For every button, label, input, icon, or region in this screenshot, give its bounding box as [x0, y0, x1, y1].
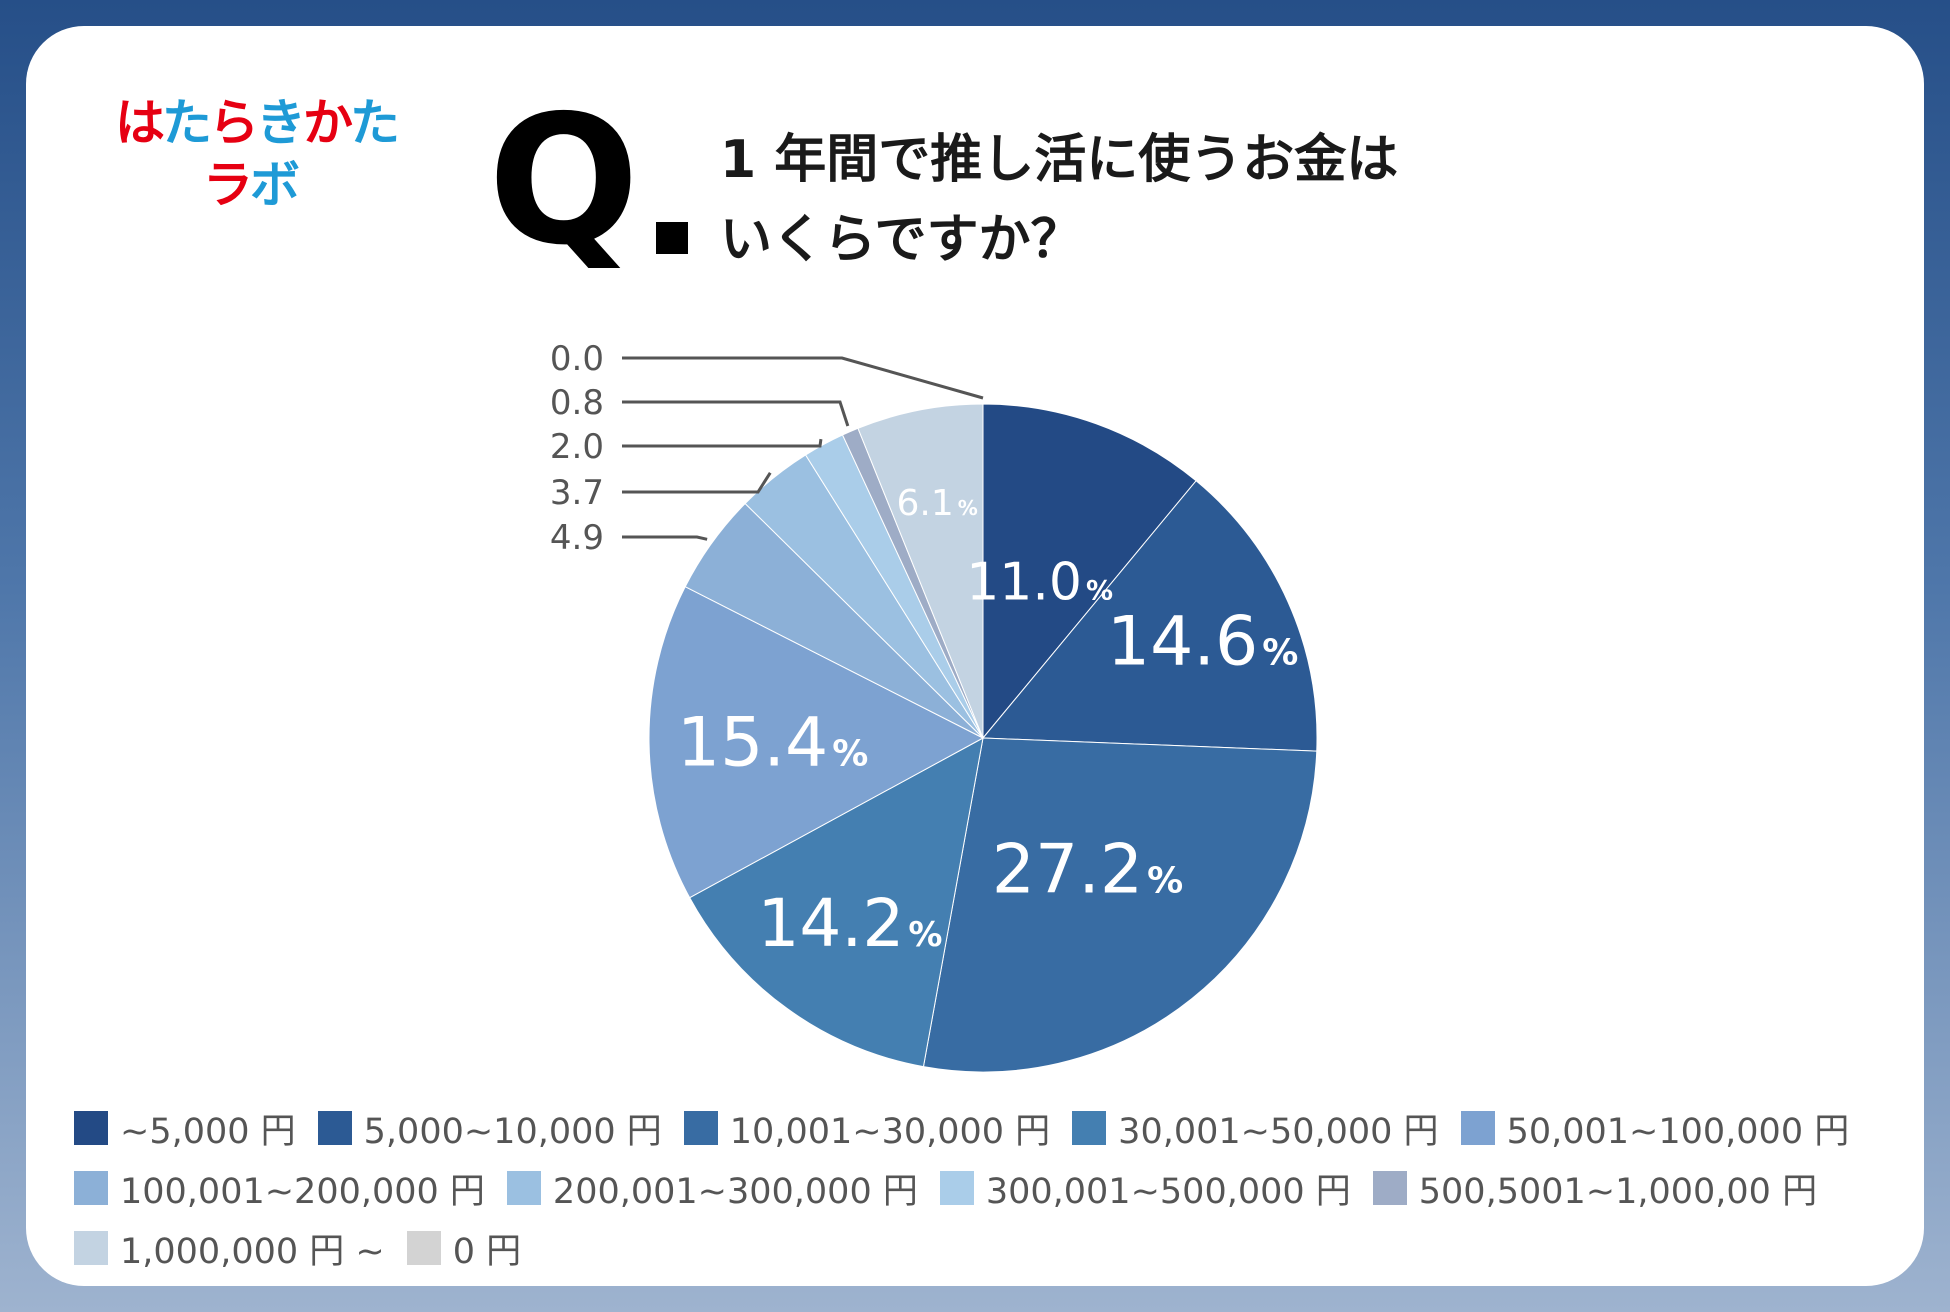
legend-swatch: [317, 1111, 352, 1145]
pie-slice: [981, 480, 1318, 752]
question-line-2: いくらですか？: [720, 210, 1083, 270]
legend-row: 100,001~200,000 円 200,001~300,000 円 300,00…: [74, 1158, 1874, 1218]
slice-value-label: 0.0: [550, 339, 604, 379]
legend-item: ~5,000 円: [74, 1103, 296, 1154]
legend-swatch: [683, 1111, 718, 1145]
legend-swatch: [74, 1231, 108, 1265]
logo-char: き: [256, 94, 306, 152]
legend-swatch: [1372, 1171, 1407, 1205]
chart-legend: ~5,000 円 5,000~10,000 円 10,001~30,000 円 30,…: [74, 1098, 1874, 1278]
question-square-bullet: [656, 222, 688, 254]
legend-item: 50,001~100,000 円: [1460, 1103, 1850, 1154]
legend-item: 0 円: [406, 1223, 522, 1274]
slice-value-label: 15.4%: [677, 703, 868, 782]
legend-label: 500,5001~1,000,00 円: [1418, 1171, 1818, 1212]
logo-char: は: [115, 94, 165, 152]
legend-item: 100,001~200,000 円: [74, 1163, 485, 1214]
logo-char: ラ: [203, 156, 253, 214]
logo-char: た: [162, 94, 212, 152]
legend-label: 10,001~30,000 円: [729, 1111, 1051, 1152]
legend-label: 1,000,000 円 ~: [120, 1231, 385, 1272]
legend-item: 30,001~50,000 円: [1072, 1103, 1439, 1154]
legend-label: ~5,000 円: [120, 1111, 296, 1152]
logo-char: ボ: [250, 156, 300, 214]
legend-swatch: [406, 1231, 441, 1265]
legend-item: 5,000~10,000 円: [317, 1103, 662, 1154]
pie-slice: [648, 586, 985, 899]
logo-char: か: [303, 94, 353, 152]
leader-line: [622, 471, 772, 494]
pie-slice: [982, 403, 1197, 740]
legend-label: 30,001~50,000 円: [1118, 1111, 1439, 1152]
logo-line-2: ラボ: [203, 156, 300, 214]
legend-row: 1,000,000 円 ~ 0 円: [74, 1218, 1874, 1278]
slice-value-label: 11.0%: [966, 553, 1113, 613]
legend-label: 300,001~500,000 円: [985, 1171, 1351, 1212]
legend-item: 500,5001~1,000,00 円: [1372, 1163, 1818, 1214]
slice-value-label: 14.6%: [1107, 602, 1298, 681]
question-mark-letter: Q: [488, 77, 640, 284]
legend-swatch: [1460, 1111, 1495, 1145]
slice-value-label: 27.2%: [992, 831, 1183, 910]
slice-value-label: 6.1%: [896, 483, 977, 524]
legend-row: ~5,000 円 5,000~10,000 円 10,001~30,000 円 30,…: [74, 1098, 1874, 1158]
slice-value-label: 14.2%: [757, 885, 942, 962]
legend-swatch: [939, 1171, 974, 1205]
legend-label: 100,001~200,000 円: [120, 1171, 485, 1212]
legend-item: 200,001~300,000 円: [506, 1163, 918, 1214]
question-text: 1 年間で推し活に使うお金は いくらですか？: [720, 120, 1398, 280]
legend-label: 200,001~300,000 円: [552, 1171, 918, 1212]
slice-value-label: 0.8: [550, 383, 604, 423]
leader-line: [622, 438, 823, 448]
slice-value-label: 3.7: [550, 473, 604, 513]
logo-char: た: [350, 94, 400, 152]
legend-swatch: [74, 1111, 108, 1145]
legend-label: 50,001~100,000 円: [1506, 1111, 1850, 1152]
legend-item: 1,000,000 円 ~: [74, 1223, 385, 1274]
slice-value-label: 4.9: [550, 518, 604, 558]
legend-label: 0 円: [452, 1231, 522, 1272]
leader-line: [622, 400, 850, 427]
pie-slice: [922, 737, 1318, 1073]
slice-value-label: 2.0: [550, 427, 604, 467]
leader-line: [622, 535, 708, 541]
logo-char: ら: [209, 94, 259, 152]
question-line-1: 1 年間で推し活に使うお金は: [720, 130, 1399, 190]
logo-line-1: はたらきかた: [115, 94, 400, 152]
legend-swatch: [74, 1171, 108, 1205]
legend-swatch: [506, 1171, 541, 1205]
pie-slice: [688, 737, 984, 1068]
legend-item: 300,001~500,000 円: [939, 1163, 1351, 1214]
legend-item: 10,001~30,000 円: [683, 1103, 1051, 1154]
leader-line: [622, 356, 984, 400]
pie-slice: [857, 403, 984, 739]
legend-swatch: [1072, 1111, 1107, 1145]
legend-label: 5,000~10,000 円: [363, 1111, 662, 1152]
hatarakikata-labo-logo: はたらきかた ラボ: [115, 94, 400, 218]
